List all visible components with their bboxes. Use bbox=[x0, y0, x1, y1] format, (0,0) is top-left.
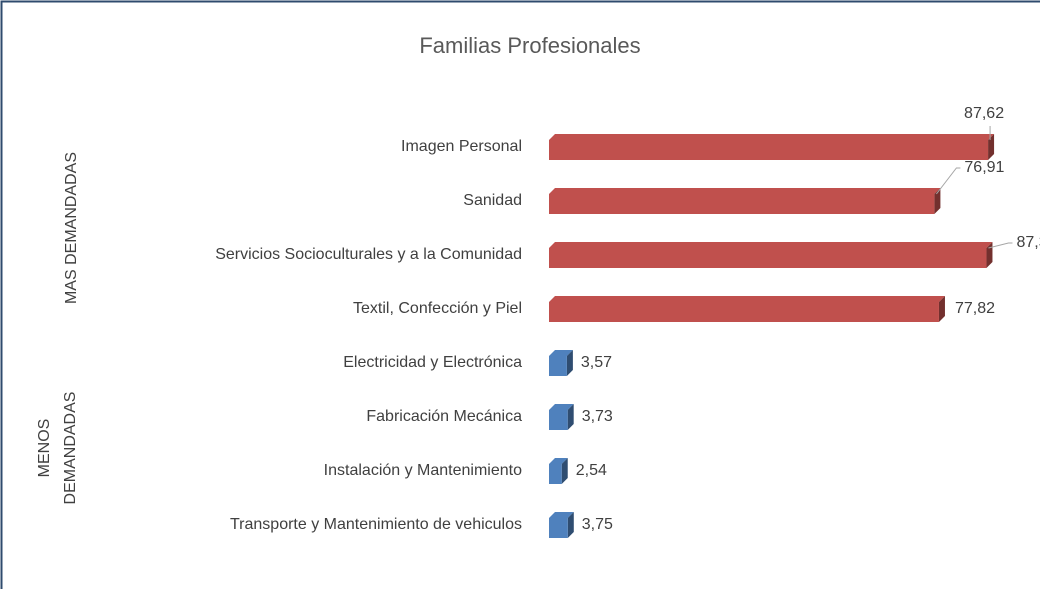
bar bbox=[549, 410, 568, 430]
bar bbox=[549, 356, 567, 376]
bar-top bbox=[549, 188, 941, 194]
bar-side bbox=[988, 134, 995, 160]
group-label: MENOS bbox=[36, 419, 53, 478]
bar bbox=[549, 464, 562, 484]
category-label: Transporte y Mantenimiento de vehiculos bbox=[230, 516, 522, 533]
category-label: Fabricación Mecánica bbox=[366, 408, 522, 425]
value-label: 77,82 bbox=[955, 300, 995, 317]
value-label: 87,30 bbox=[1016, 234, 1040, 251]
bar-top bbox=[549, 350, 573, 356]
category-label: Sanidad bbox=[463, 192, 522, 209]
bar bbox=[549, 248, 987, 268]
bar-side bbox=[566, 350, 573, 376]
bar-side bbox=[934, 188, 941, 214]
bar-top bbox=[549, 134, 995, 140]
bar-top bbox=[549, 242, 993, 248]
category-label: Electricidad y Electrónica bbox=[343, 354, 522, 371]
category-label: Textil, Confección y Piel bbox=[353, 300, 522, 317]
bar-side bbox=[986, 242, 993, 268]
leader-line bbox=[988, 242, 1013, 249]
group-label: MAS DEMANDADAS bbox=[63, 152, 80, 304]
value-label: 3,75 bbox=[582, 516, 613, 533]
chart-title: Familias Profesionales bbox=[419, 33, 640, 58]
leader-line bbox=[936, 167, 961, 195]
category-label: Imagen Personal bbox=[401, 138, 522, 155]
bar bbox=[549, 194, 935, 214]
bar bbox=[549, 140, 989, 160]
group-label: DEMANDADAS bbox=[62, 392, 79, 505]
bar bbox=[549, 518, 568, 538]
bar-side bbox=[567, 512, 574, 538]
category-label: Servicios Socioculturales y a la Comunid… bbox=[215, 246, 522, 263]
bar-side bbox=[561, 458, 568, 484]
value-label: 76,91 bbox=[964, 159, 1004, 176]
bar-side bbox=[567, 404, 574, 430]
value-label: 87,62 bbox=[964, 105, 1004, 122]
category-label: Instalación y Mantenimiento bbox=[324, 462, 522, 479]
value-label: 3,73 bbox=[582, 408, 613, 425]
bar bbox=[549, 302, 939, 322]
bar-side bbox=[938, 296, 945, 322]
bar-top bbox=[549, 458, 568, 464]
value-label: 3,57 bbox=[581, 354, 612, 371]
bar-top bbox=[549, 296, 945, 302]
bar-top bbox=[549, 404, 574, 410]
bar-top bbox=[549, 512, 574, 518]
value-label: 2,54 bbox=[576, 462, 607, 479]
